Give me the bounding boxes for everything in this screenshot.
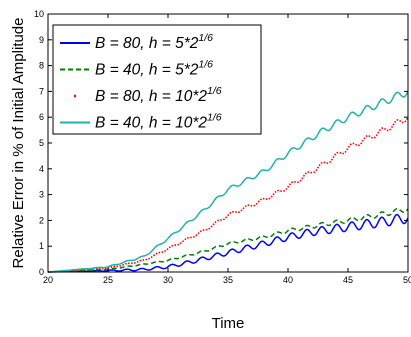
x-tick-label: 25 [103,275,113,285]
y-tick-label: 5 [39,138,44,148]
y-tick-label: 10 [34,9,44,19]
y-tick-label: 6 [39,112,44,122]
legend-label-2: B = 40, h = 5*21/6 [95,59,213,79]
legend-label-1: B = 80, h = 5*21/6 [95,32,213,52]
x-tick-label: 35 [223,275,233,285]
y-tick-label: 2 [39,215,44,225]
x-tick-label: 45 [343,275,353,285]
y-tick-label: 1 [39,241,44,251]
legend-label-3: B = 80, h = 10*21/6 [95,85,222,105]
y-axis-label: Relative Error in % of Initial Amplitude [10,18,27,269]
y-tick-label: 4 [39,164,44,174]
x-tick-label: 20 [43,275,53,285]
x-tick-label: 30 [163,275,173,285]
y-tick-label: 7 [39,86,44,96]
y-tick-label: 3 [39,190,44,200]
series-line-4 [47,91,409,273]
y-tick-label: 0 [39,267,44,277]
x-tick-label: 40 [283,275,293,285]
x-axis-label: Time [212,315,245,332]
x-tick-label: 50 [403,275,411,285]
legend-label-4: B = 40, h = 10*21/6 [95,112,222,132]
y-tick-label: 9 [39,35,44,45]
legend: B = 80, h = 5*21/6 B = 40, h = 5*21/6 B = … [52,24,262,135]
y-tick-label: 8 [39,61,44,71]
